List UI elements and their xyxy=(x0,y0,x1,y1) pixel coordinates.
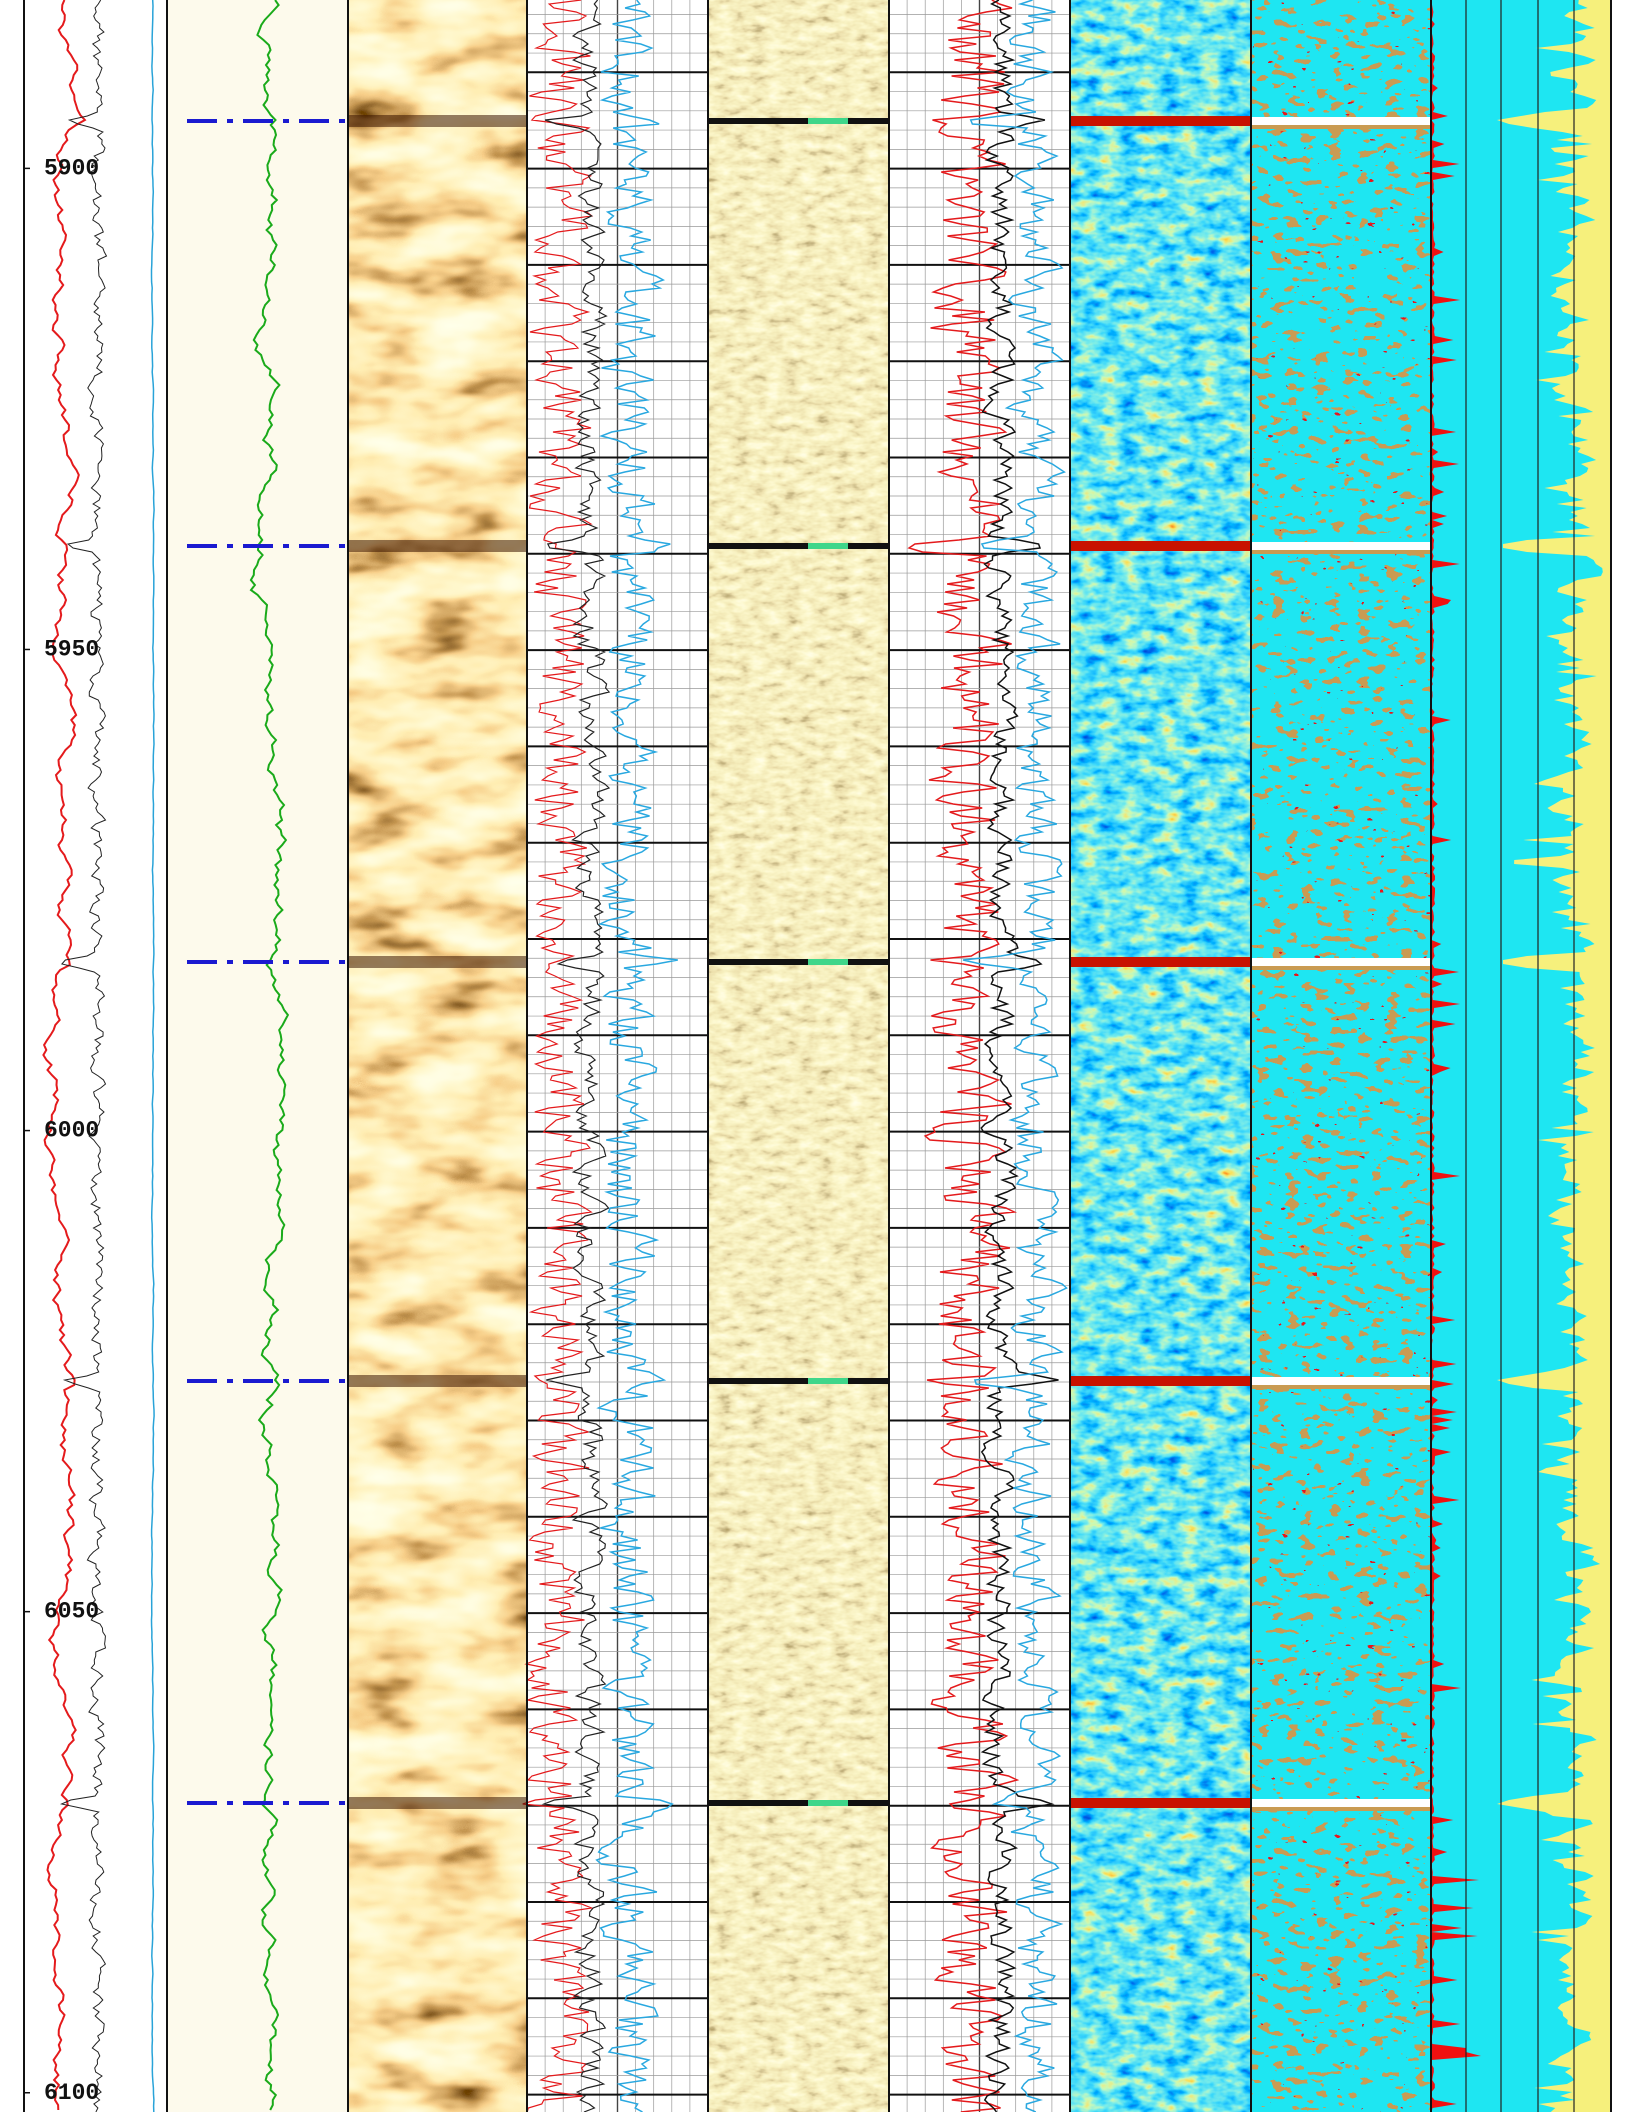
red-curve xyxy=(42,0,87,2111)
image-track xyxy=(1070,0,1251,2112)
event-band xyxy=(1251,542,1431,550)
blue-curve xyxy=(150,0,155,2112)
event-band xyxy=(1251,966,1431,970)
event-band xyxy=(1070,1376,1251,1386)
event-band xyxy=(348,1797,527,1809)
red-curve xyxy=(522,0,594,2112)
y-tick-label: 6050 xyxy=(44,1599,99,1625)
black-curve xyxy=(541,0,611,2112)
event-band xyxy=(808,543,848,549)
blue-curve xyxy=(962,0,1068,2112)
event-band xyxy=(1251,117,1431,125)
y-tick-label: 5900 xyxy=(44,155,99,181)
event-band xyxy=(808,118,848,124)
blue-curve xyxy=(595,0,678,2112)
image-track xyxy=(708,0,889,2112)
event-band xyxy=(1251,550,1431,554)
y-tick-label: 6000 xyxy=(44,1118,99,1144)
event-band xyxy=(1251,958,1431,966)
event-band xyxy=(708,118,889,124)
track-bg xyxy=(167,0,348,2112)
event-band xyxy=(1251,125,1431,129)
event-band xyxy=(708,1378,889,1384)
event-band xyxy=(1070,1798,1251,1808)
facies-spots xyxy=(1253,0,1431,2112)
event-band xyxy=(348,540,527,552)
event-band xyxy=(708,543,889,549)
green-curve xyxy=(249,0,290,2111)
event-band xyxy=(708,959,889,965)
event-band xyxy=(348,115,527,127)
y-tick-label: 6100 xyxy=(44,2080,99,2106)
black-curve xyxy=(980,0,1059,2112)
event-band xyxy=(808,959,848,965)
event-band xyxy=(808,1800,848,1806)
event-band xyxy=(708,1800,889,1806)
black-curve xyxy=(59,0,108,2112)
event-band xyxy=(348,1375,527,1387)
event-band xyxy=(348,956,527,968)
track-bg xyxy=(24,0,167,2112)
y-tick-label: 5950 xyxy=(44,637,99,663)
event-band xyxy=(1070,957,1251,967)
red-curve xyxy=(907,0,1020,2112)
event-band xyxy=(1251,1385,1431,1389)
event-band xyxy=(808,1378,848,1384)
event-band xyxy=(1070,541,1251,551)
image-track xyxy=(348,0,527,2112)
event-band xyxy=(1251,1799,1431,1807)
event-band xyxy=(1251,1377,1431,1385)
cyan-fill xyxy=(1431,0,1603,2112)
event-band xyxy=(1070,116,1251,126)
event-band xyxy=(1251,1807,1431,1811)
